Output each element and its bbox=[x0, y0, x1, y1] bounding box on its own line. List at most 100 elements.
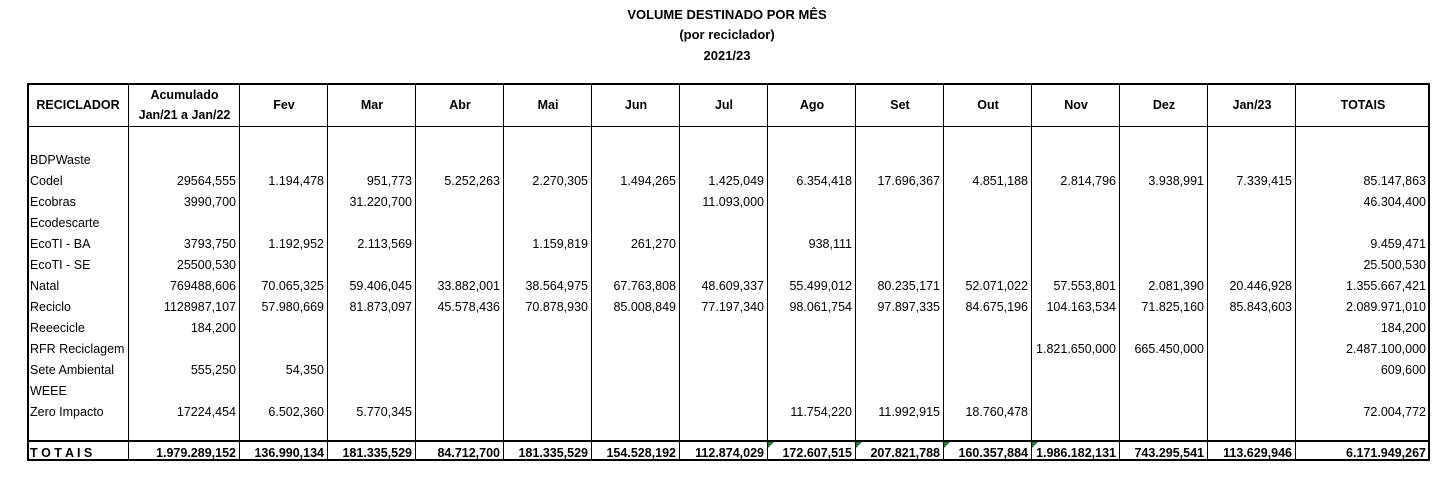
table-cell: 769488,606 bbox=[169, 279, 236, 293]
totals-label: T O T A I S bbox=[30, 446, 93, 460]
table-cell: 54,350 bbox=[285, 363, 324, 377]
header-acumulado-line2: Jan/21 a Jan/22 bbox=[138, 108, 231, 122]
totals-cell: 6.171.949,267 bbox=[1346, 446, 1426, 460]
table-cell: 72.004,772 bbox=[1363, 405, 1426, 419]
report-period: 2021/23 bbox=[703, 48, 751, 63]
table-cell: 4.851,188 bbox=[972, 174, 1028, 188]
totals-cell: 84.712,700 bbox=[437, 446, 500, 460]
column-header: Out bbox=[977, 98, 999, 112]
column-divider bbox=[1295, 83, 1296, 461]
table-cell: 71.825,160 bbox=[1141, 300, 1204, 314]
report-title: VOLUME DESTINADO POR MÊS bbox=[627, 7, 827, 22]
table-cell: 5.252,263 bbox=[444, 174, 500, 188]
recycler-name: Ecobras bbox=[30, 195, 76, 209]
table-cell: 665.450,000 bbox=[1134, 342, 1204, 356]
table-cell: 70.878,930 bbox=[525, 300, 588, 314]
table-cell: 59.406,045 bbox=[349, 279, 412, 293]
table-cell: 3793,750 bbox=[183, 237, 236, 251]
recycler-name: Reciclo bbox=[30, 300, 71, 314]
table-cell: 938,111 bbox=[808, 237, 852, 251]
table-cell: 1.821.650,000 bbox=[1036, 342, 1116, 356]
row-divider bbox=[27, 440, 1430, 442]
column-header: RECICLADOR bbox=[36, 98, 120, 112]
totals-cell: 136.990,134 bbox=[254, 446, 324, 460]
column-divider bbox=[591, 83, 592, 461]
table-cell: 9.459,471 bbox=[1370, 237, 1426, 251]
column-divider bbox=[327, 83, 328, 461]
column-divider bbox=[415, 83, 416, 461]
column-header: TOTAIS bbox=[1340, 98, 1386, 112]
totals-cell: 113.629,946 bbox=[1223, 446, 1292, 460]
formula-warning-marker bbox=[856, 442, 862, 448]
totals-cell: 112.874,029 bbox=[695, 446, 764, 460]
recycler-name: Zero Impacto bbox=[30, 405, 104, 419]
table-cell: 1.194,478 bbox=[268, 174, 324, 188]
table-cell: 29564,555 bbox=[176, 174, 236, 188]
recycler-name: Natal bbox=[30, 279, 60, 293]
formula-warning-marker bbox=[1032, 442, 1038, 448]
column-header: Ago bbox=[799, 98, 825, 112]
column-header: Mai bbox=[537, 98, 559, 112]
table-cell: 1.192,952 bbox=[268, 237, 324, 251]
totals-cell: 181.335,529 bbox=[342, 446, 412, 460]
table-cell: 85.147,863 bbox=[1363, 174, 1426, 188]
header-acumulado-line1: Acumulado bbox=[150, 88, 219, 102]
recycler-name: Reeecicle bbox=[30, 321, 85, 335]
table-cell: 38.564,975 bbox=[525, 279, 588, 293]
formula-warning-marker bbox=[944, 442, 950, 448]
table-cell: 33.882,001 bbox=[437, 279, 500, 293]
table-cell: 2.081,390 bbox=[1148, 279, 1204, 293]
table-cell: 77.197,340 bbox=[701, 300, 764, 314]
table-cell: 104.163,534 bbox=[1046, 300, 1116, 314]
table-cell: 84.675,196 bbox=[965, 300, 1028, 314]
table-cell: 11.093,000 bbox=[702, 195, 764, 209]
table-cell: 1.494,265 bbox=[620, 174, 676, 188]
table-cell: 25.500,530 bbox=[1363, 258, 1426, 272]
recycler-name: BDPWaste bbox=[30, 153, 91, 167]
table-cell: 609,600 bbox=[1380, 363, 1426, 377]
totals-cell: 160.357,884 bbox=[958, 446, 1028, 460]
column-divider bbox=[1031, 83, 1032, 461]
recycler-name: EcoTI - BA bbox=[30, 237, 91, 251]
table-cell: 85.008,849 bbox=[613, 300, 676, 314]
table-cell: 52.071,022 bbox=[965, 279, 1028, 293]
table-cell: 2.089.971,010 bbox=[1346, 300, 1426, 314]
column-header: Set bbox=[890, 98, 910, 112]
table-cell: 98.061,754 bbox=[789, 300, 852, 314]
column-header: Jul bbox=[714, 98, 734, 112]
table-cell: 3.938,991 bbox=[1148, 174, 1204, 188]
table-cell: 17.696,367 bbox=[877, 174, 940, 188]
formula-warning-marker bbox=[768, 442, 774, 448]
column-header: Nov bbox=[1064, 98, 1088, 112]
recycler-name: WEEE bbox=[30, 384, 67, 398]
row-divider bbox=[27, 126, 1430, 127]
column-divider bbox=[855, 83, 856, 461]
table-cell: 184,200 bbox=[1380, 321, 1426, 335]
table-cell: 2.814,796 bbox=[1060, 174, 1116, 188]
table-cell: 3990,700 bbox=[183, 195, 236, 209]
report-subtitle: (por reciclador) bbox=[679, 27, 775, 42]
column-divider bbox=[767, 83, 768, 461]
table-cell: 1.159,819 bbox=[532, 237, 588, 251]
table-cell: 11.992,915 bbox=[878, 405, 940, 419]
table-cell: 11.754,220 bbox=[790, 405, 852, 419]
table-cell: 67.763,808 bbox=[613, 279, 676, 293]
table-cell: 2.113,569 bbox=[357, 237, 412, 251]
column-header: Jun bbox=[624, 98, 648, 112]
column-divider bbox=[128, 83, 129, 461]
table-cell: 7.339,415 bbox=[1236, 174, 1292, 188]
recycler-name: EcoTI - SE bbox=[30, 258, 91, 272]
column-header: Abr bbox=[449, 98, 471, 112]
recycler-name: Ecodescarte bbox=[30, 216, 100, 230]
table-cell: 97.897,335 bbox=[877, 300, 940, 314]
column-header: Dez bbox=[1152, 98, 1176, 112]
table-cell: 1.425,049 bbox=[708, 174, 764, 188]
table-cell: 46.304,400 bbox=[1363, 195, 1426, 209]
column-divider bbox=[239, 83, 240, 461]
recycler-name: Codel bbox=[30, 174, 63, 188]
totals-cell: 181.335,529 bbox=[518, 446, 588, 460]
table-cell: 555,250 bbox=[190, 363, 236, 377]
table-cell: 2.270,305 bbox=[532, 174, 588, 188]
totals-cell: 172.607,515 bbox=[782, 446, 852, 460]
column-header: Jan/23 bbox=[1232, 98, 1272, 112]
